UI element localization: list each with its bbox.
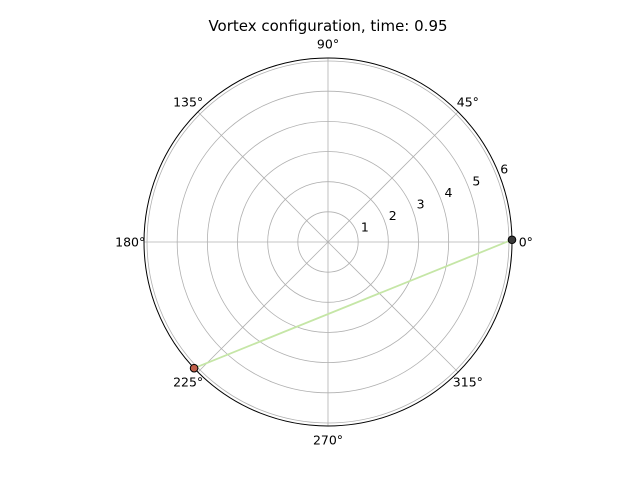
radial-tick-label: 4 [444, 185, 452, 200]
angular-tick-label: 180° [115, 235, 145, 250]
data-layer [189, 235, 517, 373]
radial-gridline [206, 120, 450, 364]
angular-tick-label: 225° [173, 374, 203, 389]
radial-gridline [297, 211, 359, 273]
radial-gridline [267, 181, 389, 303]
radial-tick-label: 1 [361, 219, 369, 234]
angular-gridline [197, 241, 329, 373]
angular-tick-label: 270° [313, 432, 343, 447]
radial-tick-label: 5 [472, 173, 480, 188]
angular-gridline [327, 111, 459, 243]
angular-tick-label: 135° [173, 95, 203, 110]
angular-gridline [197, 111, 329, 243]
vortex-point [507, 235, 517, 245]
radial-tick-label: 6 [500, 162, 508, 177]
angular-gridline [327, 241, 459, 373]
radial-tick-label: 3 [417, 196, 425, 211]
angular-tick-label: 0° [519, 235, 533, 250]
angular-tick-label: 315° [453, 374, 483, 389]
angular-tick-label: 45° [457, 95, 479, 110]
radial-gridline [176, 90, 480, 394]
radial-gridline [237, 151, 419, 333]
vortex-connector-line [193, 238, 513, 370]
angular-tick-label: 90° [317, 37, 339, 52]
grid-layer [143, 57, 513, 427]
radial-tick-label: 2 [389, 208, 397, 223]
chart-title: Vortex configuration, time: 0.95 [208, 17, 447, 35]
vortex-point [189, 363, 199, 373]
label-layer: 0° 45° 90° 135° 180° 225° 270° 315° 1 2 3 4 5 6 [115, 37, 533, 448]
